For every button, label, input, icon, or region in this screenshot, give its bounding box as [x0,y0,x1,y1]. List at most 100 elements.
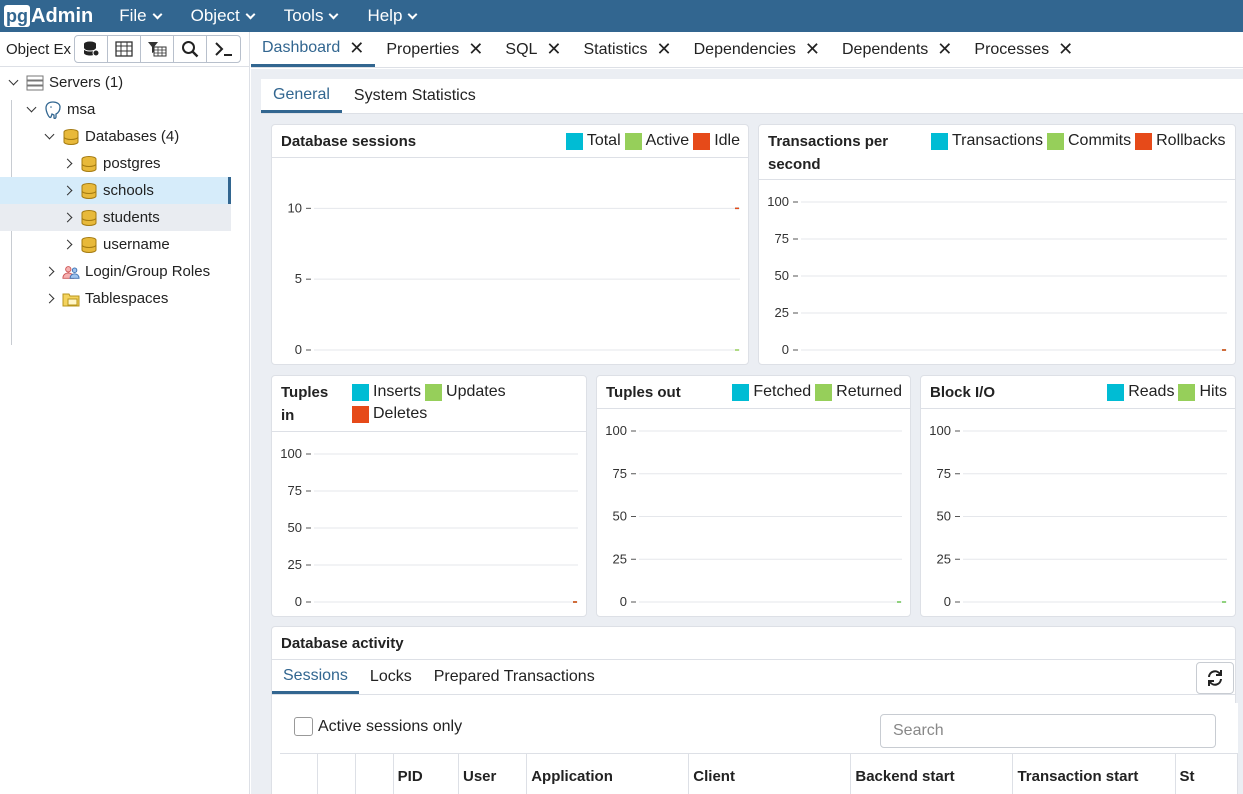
tree-item-msa[interactable]: msa [0,96,249,123]
activity-tab-locks[interactable]: Locks [369,668,412,685]
filtered-rows-button[interactable] [141,36,174,62]
legend-swatch [1135,132,1153,150]
chevron-down-icon [329,9,339,19]
refresh-button[interactable] [1196,662,1234,694]
menu-file[interactable]: File [119,6,163,26]
tab-statistics[interactable]: Statistics ✕ [573,32,683,67]
close-icon[interactable]: ✕ [1058,39,1074,59]
tab-dashboard[interactable]: Dashboard ✕ [251,32,376,67]
legend-item-commits[interactable]: Commits [1047,130,1131,152]
database-icon [62,128,80,146]
top-navbar: pg Admin File Object Tools Help [0,0,1243,32]
chevron-right-icon[interactable] [60,158,74,169]
column-header-blank[interactable] [356,754,394,794]
legend-item-reads[interactable]: Reads [1107,381,1174,403]
activity-tab-prepared-transactions[interactable]: Prepared Transactions [433,668,595,685]
tree-item-students[interactable]: students [0,204,231,231]
chart-legend: Inserts Updates Deletes [348,381,578,425]
legend-item-returned[interactable]: Returned [815,381,902,403]
legend-item-fetched[interactable]: Fetched [732,381,811,403]
search-objects-button[interactable] [174,36,207,62]
sessions-panel: Active sessions only PIDUserApplicationC… [280,703,1238,794]
menu-object[interactable]: Object [191,6,256,26]
legend-swatch [732,383,750,401]
close-icon[interactable]: ✕ [804,39,820,59]
legend-label: Reads [1128,383,1175,400]
tree-item-schools[interactable]: schools [0,177,231,204]
query-tool-button[interactable] [75,36,108,62]
menu-help[interactable]: Help [367,6,418,26]
y-tick-label: 100 [929,423,951,438]
card-header: Tuples out Fetched Returned [597,376,910,409]
close-icon[interactable]: ✕ [349,37,365,58]
close-icon[interactable]: ✕ [468,39,484,59]
tab-sql[interactable]: SQL ✕ [494,32,572,67]
legend-item-transactions[interactable]: Transactions [931,130,1043,152]
legend-item-hits[interactable]: Hits [1178,381,1227,403]
y-tick-label: 100 [280,446,302,461]
tab-dependencies[interactable]: Dependencies ✕ [683,32,831,67]
legend-item-active[interactable]: Active [624,130,689,152]
view-data-button[interactable] [108,36,141,62]
chart-legend: Fetched Returned [728,381,902,403]
close-icon[interactable]: ✕ [656,39,672,59]
column-header-transaction-start[interactable]: Transaction start [1013,754,1176,794]
chevron-right-icon[interactable] [60,212,74,223]
chevron-down-icon[interactable] [24,102,38,113]
legend-item-rollbacks[interactable]: Rollbacks [1135,130,1225,152]
activity-tab-sessions[interactable]: Sessions [272,660,359,694]
tab-processes[interactable]: Processes ✕ [963,32,1084,67]
active-sessions-checkbox[interactable] [294,717,313,736]
y-tick-label: 10 [288,200,302,215]
tree-item-login-group-roles[interactable]: Login/Group Roles [0,258,249,285]
subtab-system-statistics[interactable]: System Statistics [353,87,476,104]
tree-item-databases-4[interactable]: Databases (4) [0,123,249,150]
y-tick-label: 50 [613,509,627,524]
column-header-application[interactable]: Application [527,754,690,794]
chevron-down-icon[interactable] [6,75,20,86]
legend-item-inserts[interactable]: Inserts [352,381,421,403]
active-sessions-only-toggle[interactable]: Active sessions only [294,717,462,736]
y-tick-label: 75 [613,466,627,481]
tuples-in-chart: 0 25 50 75 100 [280,446,578,609]
legend-swatch [931,132,948,150]
legend-item-total[interactable]: Total [565,130,621,152]
chevron-right-icon[interactable] [60,185,74,196]
legend-item-idle[interactable]: Idle [693,130,740,152]
tab-label: Statistics [583,40,648,58]
column-header-backend-start[interactable]: Backend start [851,754,1014,794]
legend-label: Updates [446,383,506,400]
legend-label: Rollbacks [1156,132,1226,149]
tree-item-tablespaces[interactable]: Tablespaces [0,285,249,312]
close-icon[interactable]: ✕ [546,39,562,59]
chevron-right-icon[interactable] [60,239,74,250]
y-tick-label: 5 [295,271,302,286]
tree-item-username[interactable]: username [0,231,249,258]
sessions-search-input[interactable] [880,714,1216,748]
tree-item-servers-1[interactable]: Servers (1) [0,69,249,96]
legend-item-deletes[interactable]: Deletes [352,403,427,425]
search-objects-icon [182,41,199,58]
tab-properties[interactable]: Properties ✕ [375,32,494,67]
card-header: Database sessions Total Active Idle [272,125,748,158]
tree-item-postgres[interactable]: postgres [0,150,249,177]
tab-label: Dependents [842,40,929,58]
column-header-pid[interactable]: PID [394,754,459,794]
column-header-user[interactable]: User [459,754,528,794]
column-header-st[interactable]: St [1176,754,1238,794]
caret-glyph [44,293,54,304]
chevron-right-icon[interactable] [42,266,56,277]
tab-dependents[interactable]: Dependents ✕ [831,32,963,67]
legend-item-updates[interactable]: Updates [425,381,506,403]
menu-tools[interactable]: Tools [284,6,339,26]
chevron-right-icon[interactable] [42,293,56,304]
column-header-blank[interactable] [318,754,357,794]
psql-tool-button[interactable] [207,36,240,62]
subtab-general[interactable]: General [261,79,342,113]
chevron-down-icon[interactable] [42,129,56,140]
block-io-chart: 0 25 50 75 100 [929,423,1227,609]
close-icon[interactable]: ✕ [937,39,953,59]
column-header-blank[interactable] [280,754,318,794]
chart-title-line: in [281,407,295,424]
column-header-client[interactable]: Client [689,754,852,794]
